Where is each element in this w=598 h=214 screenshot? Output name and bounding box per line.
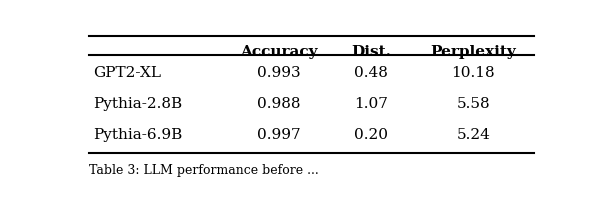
Text: 1.07: 1.07	[355, 97, 388, 111]
Text: Table 3: LLM performance before ...: Table 3: LLM performance before ...	[89, 164, 318, 177]
Text: Accuracy: Accuracy	[240, 45, 318, 59]
Text: Dist.: Dist.	[352, 45, 391, 59]
Text: 5.58: 5.58	[456, 97, 490, 111]
Text: 0.997: 0.997	[257, 128, 300, 142]
Text: 0.48: 0.48	[355, 65, 388, 80]
Text: 0.993: 0.993	[257, 65, 300, 80]
Text: GPT2-XL: GPT2-XL	[93, 65, 161, 80]
Text: 0.20: 0.20	[355, 128, 388, 142]
Text: 0.988: 0.988	[257, 97, 300, 111]
Text: 10.18: 10.18	[451, 65, 495, 80]
Text: Pythia-2.8B: Pythia-2.8B	[93, 97, 182, 111]
Text: 5.24: 5.24	[456, 128, 490, 142]
Text: Pythia-6.9B: Pythia-6.9B	[93, 128, 182, 142]
Text: Perplexity: Perplexity	[431, 45, 516, 59]
